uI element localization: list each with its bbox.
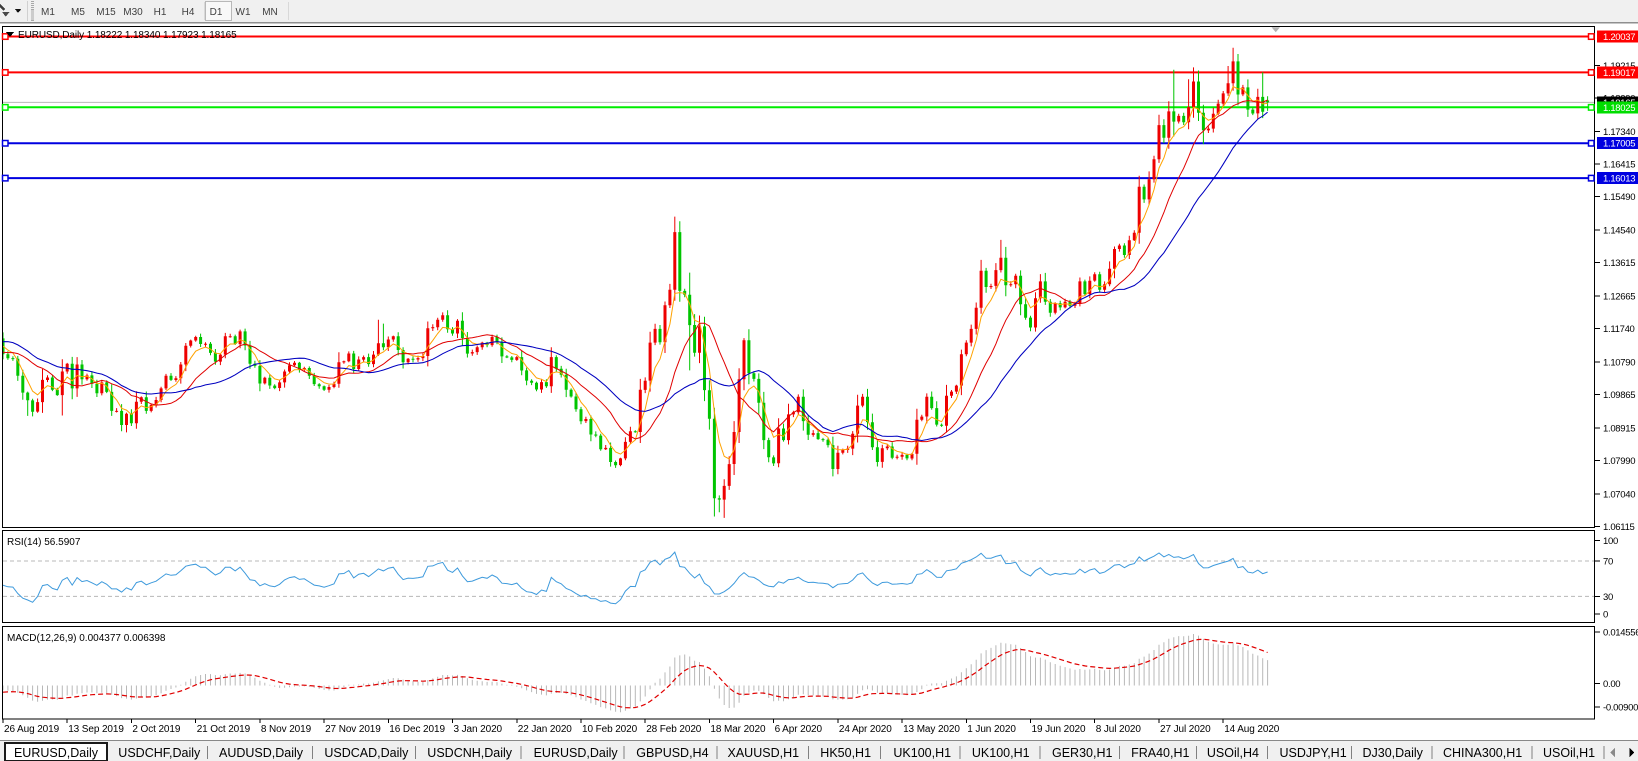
svg-text:GER30,H1: GER30,H1 — [1052, 746, 1112, 760]
svg-text:RSI(14) 56.5907: RSI(14) 56.5907 — [7, 537, 81, 548]
svg-text:USOil,H1: USOil,H1 — [1543, 746, 1595, 760]
svg-text:1.12665: 1.12665 — [1603, 292, 1635, 303]
svg-text:H1: H1 — [154, 7, 167, 18]
svg-text:UK100,H1: UK100,H1 — [972, 746, 1030, 760]
svg-text:W1: W1 — [236, 7, 251, 18]
svg-text:24 Apr 2020: 24 Apr 2020 — [839, 724, 892, 735]
svg-text:1.19017: 1.19017 — [1603, 68, 1635, 79]
svg-text:10 Feb 2020: 10 Feb 2020 — [582, 724, 638, 735]
svg-text:1.16415: 1.16415 — [1603, 160, 1635, 171]
svg-text:MACD(12,26,9) 0.004377 0.00639: MACD(12,26,9) 0.004377 0.006398 — [7, 633, 166, 644]
svg-text:AUDUSD,Daily: AUDUSD,Daily — [219, 746, 304, 760]
svg-text:0.014556: 0.014556 — [1603, 628, 1638, 639]
svg-text:USDCHF,Daily: USDCHF,Daily — [118, 746, 201, 760]
svg-text:M5: M5 — [71, 7, 85, 18]
svg-text:USDCNH,Daily: USDCNH,Daily — [427, 746, 512, 760]
svg-text:70: 70 — [1603, 557, 1613, 568]
svg-text:M30: M30 — [123, 7, 143, 18]
svg-text:8 Jul 2020: 8 Jul 2020 — [1096, 724, 1142, 735]
svg-text:1.06115: 1.06115 — [1603, 522, 1635, 533]
svg-text:GBPUSD,H4: GBPUSD,H4 — [636, 746, 708, 760]
svg-text:1.07040: 1.07040 — [1603, 490, 1635, 501]
svg-text:H4: H4 — [182, 7, 195, 18]
svg-text:28 Feb 2020: 28 Feb 2020 — [646, 724, 702, 735]
svg-text:8 Nov 2019: 8 Nov 2019 — [261, 724, 312, 735]
svg-text:18 Mar 2020: 18 Mar 2020 — [710, 724, 766, 735]
svg-text:UK100,H1: UK100,H1 — [893, 746, 951, 760]
svg-text:1.17005: 1.17005 — [1603, 139, 1635, 150]
svg-text:22 Jan 2020: 22 Jan 2020 — [518, 724, 572, 735]
svg-text:M1: M1 — [41, 7, 55, 18]
svg-text:26 Aug 2019: 26 Aug 2019 — [4, 724, 60, 735]
svg-text:6 Apr 2020: 6 Apr 2020 — [775, 724, 823, 735]
svg-text:1.15490: 1.15490 — [1603, 192, 1635, 203]
svg-text:14 Aug 2020: 14 Aug 2020 — [1224, 724, 1280, 735]
svg-text:DJ30,Daily: DJ30,Daily — [1363, 746, 1424, 760]
svg-text:100: 100 — [1603, 536, 1618, 547]
svg-text:1.11740: 1.11740 — [1603, 324, 1635, 335]
svg-text:1.14540: 1.14540 — [1603, 226, 1635, 237]
svg-text:0: 0 — [1603, 610, 1608, 621]
svg-text:1.10790: 1.10790 — [1603, 358, 1635, 369]
svg-text:1.13615: 1.13615 — [1603, 258, 1635, 269]
svg-text:HK50,H1: HK50,H1 — [820, 746, 871, 760]
svg-text:19 Jun 2020: 19 Jun 2020 — [1032, 724, 1086, 735]
svg-text:16 Dec 2019: 16 Dec 2019 — [389, 724, 445, 735]
svg-text:D1: D1 — [210, 7, 223, 18]
svg-text:1.17340: 1.17340 — [1603, 127, 1635, 138]
svg-text:1 Jun 2020: 1 Jun 2020 — [967, 724, 1016, 735]
svg-text:30: 30 — [1603, 592, 1613, 603]
svg-text:1.09865: 1.09865 — [1603, 390, 1635, 401]
svg-text:USDJPY,H1: USDJPY,H1 — [1280, 746, 1347, 760]
svg-text:3 Jan 2020: 3 Jan 2020 — [454, 724, 503, 735]
svg-text:FRA40,H1: FRA40,H1 — [1131, 746, 1189, 760]
svg-text:EURUSD,Daily 1.18222 1.18340 1: EURUSD,Daily 1.18222 1.18340 1.17923 1.1… — [18, 30, 237, 41]
svg-text:13 Sep 2019: 13 Sep 2019 — [68, 724, 124, 735]
svg-text:EURUSD,Daily: EURUSD,Daily — [14, 746, 99, 760]
svg-text:0.00: 0.00 — [1603, 679, 1620, 690]
svg-text:USOil,H4: USOil,H4 — [1207, 746, 1259, 760]
svg-text:M15: M15 — [96, 7, 116, 18]
svg-text:21 Oct 2019: 21 Oct 2019 — [197, 724, 251, 735]
svg-text:2 Oct 2019: 2 Oct 2019 — [132, 724, 180, 735]
svg-text:1.08915: 1.08915 — [1603, 424, 1635, 435]
svg-text:1.20037: 1.20037 — [1603, 32, 1635, 43]
svg-text:27 Nov 2019: 27 Nov 2019 — [325, 724, 381, 735]
svg-text:1.16013: 1.16013 — [1603, 174, 1635, 185]
svg-text:1.18025: 1.18025 — [1603, 103, 1635, 114]
svg-text:CHINA300,H1: CHINA300,H1 — [1443, 746, 1522, 760]
svg-text:USDCAD,Daily: USDCAD,Daily — [324, 746, 409, 760]
svg-text:MN: MN — [262, 7, 278, 18]
svg-text:27 Jul 2020: 27 Jul 2020 — [1160, 724, 1211, 735]
svg-text:EURUSD,Daily: EURUSD,Daily — [534, 746, 619, 760]
svg-text:1.07990: 1.07990 — [1603, 456, 1635, 467]
svg-text:13 May 2020: 13 May 2020 — [903, 724, 960, 735]
svg-text:XAUUSD,H1: XAUUSD,H1 — [728, 746, 800, 760]
